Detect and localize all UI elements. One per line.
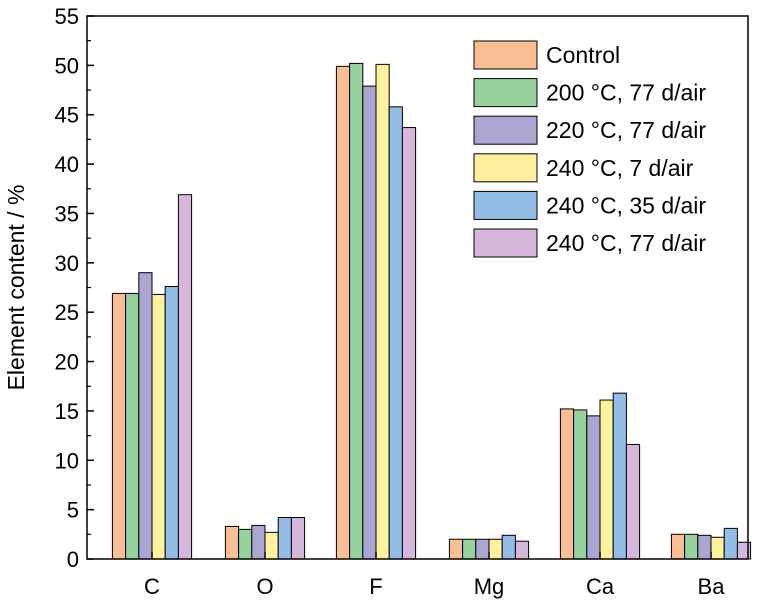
bar-f-series-1 (335, 65, 351, 560)
x-axis: C O F Mg Ca Ba (144, 552, 725, 599)
x-tick-label-c: C (144, 574, 160, 599)
bar-f-series-2 (349, 62, 364, 560)
bar-ba-series-2 (684, 533, 699, 560)
legend-label-series-3: 220 °C, 77 d/air (546, 117, 706, 143)
y-tick-label: 50 (55, 53, 79, 78)
bar-o-series-2 (238, 528, 253, 560)
bar-c-series-5 (164, 286, 179, 560)
y-tick-label: 40 (55, 152, 79, 177)
y-axis-title: Element content / % (3, 185, 29, 391)
y-tick-label: 55 (55, 4, 79, 29)
bar-ca-series-5 (612, 392, 627, 560)
y-tick-label: 15 (55, 399, 79, 424)
bar-ba-series-4 (710, 536, 725, 560)
bar-ca-series-2 (573, 409, 588, 560)
bar-ca-series-4 (599, 399, 614, 560)
bar-ba-series-1 (670, 533, 686, 560)
bar-ba-series-5 (723, 527, 738, 560)
legend-label-series-1: Control (546, 42, 620, 68)
legend-swatch-series-2 (473, 78, 538, 108)
x-tick-label-mg: Mg (474, 574, 505, 599)
bar-c-series-3 (138, 272, 153, 560)
legend-swatch-series-1 (473, 40, 538, 70)
bar-ba-series-3 (697, 534, 712, 560)
legend-label-series-2: 200 °C, 77 d/air (546, 80, 706, 106)
bar-c-series-4 (151, 293, 166, 560)
bar-ca-series-6 (625, 443, 641, 560)
bar-ca-series-1 (559, 408, 575, 560)
bar-mg-series-5 (501, 534, 516, 560)
bar-o-series-1 (224, 525, 240, 560)
bar-mg-series-1 (448, 538, 464, 560)
x-tick-label-o: O (256, 574, 273, 599)
bar-o-series-6 (290, 517, 306, 560)
bar-f-series-6 (401, 127, 417, 560)
bar-mg-series-3 (475, 538, 490, 560)
legend-swatch-series-6 (473, 228, 538, 258)
bar-mg-series-4 (488, 538, 503, 560)
legend-swatch-series-3 (473, 115, 538, 145)
y-tick-label: 35 (55, 201, 79, 226)
bar-o-series-5 (277, 517, 292, 560)
y-tick-label: 5 (67, 498, 79, 523)
bar-c-series-2 (125, 292, 140, 560)
bar-mg-series-2 (462, 538, 477, 560)
x-tick-label-ba: Ba (698, 574, 726, 599)
legend-label-series-6: 240 °C, 77 d/air (546, 230, 706, 256)
bar-mg-series-6 (514, 540, 530, 560)
x-tick-label-f: F (369, 574, 382, 599)
bar-c-series-1 (111, 292, 127, 560)
bar-ca-series-3 (586, 415, 601, 560)
bar-o-series-4 (264, 531, 279, 560)
y-axis: 0 5 10 15 20 25 30 35 40 45 50 55 (55, 4, 94, 572)
bar-f-series-3 (362, 85, 377, 560)
bar-o-series-3 (251, 524, 266, 560)
legend-label-series-5: 240 °C, 35 d/air (546, 192, 706, 218)
legend-label-series-4: 240 °C, 7 d/air (546, 155, 694, 181)
legend-swatch-series-4 (473, 153, 538, 183)
legend-swatch-series-5 (473, 190, 538, 220)
y-tick-label: 30 (55, 251, 79, 276)
y-tick-label: 10 (55, 448, 79, 473)
y-tick-label: 25 (55, 300, 79, 325)
bar-f-series-4 (375, 63, 390, 560)
bar-f-series-5 (388, 106, 403, 560)
y-tick-label: 20 (55, 350, 79, 375)
bar-c-series-6 (177, 194, 193, 560)
y-tick-label: 45 (55, 103, 79, 128)
y-tick-label: 0 (67, 547, 79, 572)
legend: Control 200 °C, 77 d/air 220 °C, 77 d/air 2… (473, 40, 706, 258)
x-tick-label-ca: Ca (586, 574, 615, 599)
